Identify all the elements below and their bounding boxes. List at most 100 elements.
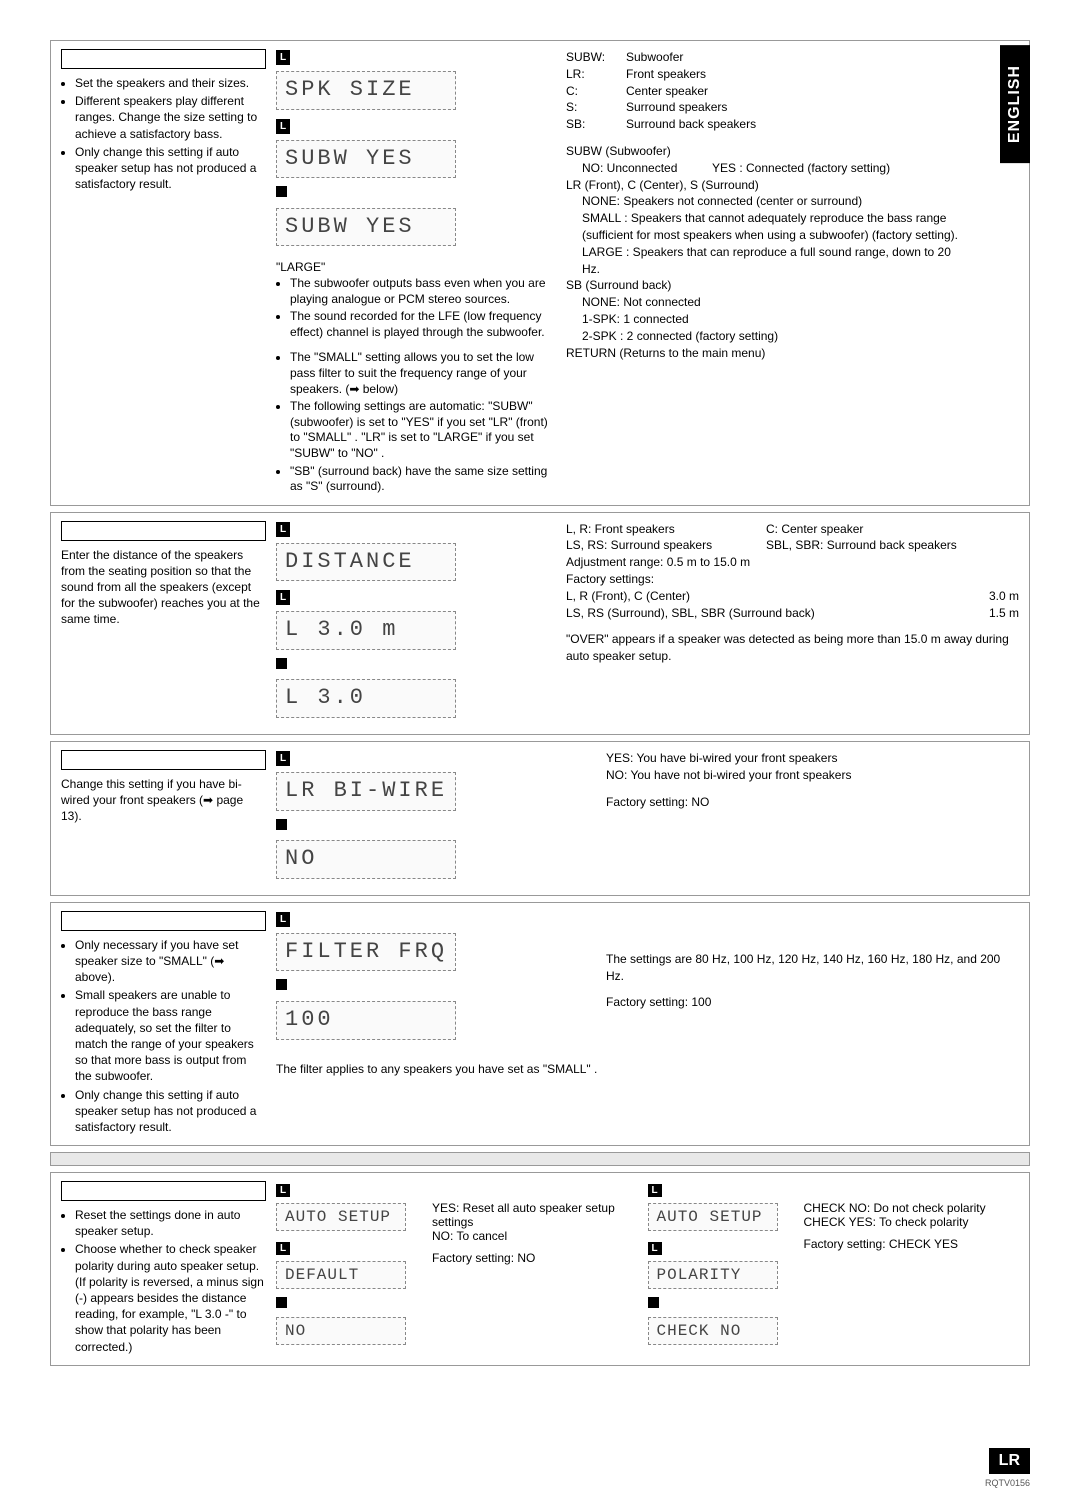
- black-square-marker: [276, 658, 287, 669]
- def-key: SUBW:: [566, 49, 626, 66]
- left-text: Enter the distance of the speakers from …: [61, 547, 266, 628]
- check-no-text: CHECK NO: Do not check polarity: [804, 1201, 1010, 1215]
- factory-setting: Factory setting: CHECK YES: [804, 1237, 1010, 1251]
- no-text: NO: To cancel: [432, 1229, 638, 1243]
- section-speaker-size: Set the speakers and their sizes. Differ…: [50, 40, 1030, 506]
- lrc-none: NONE: Speakers not connected (center or …: [566, 193, 969, 210]
- def-key: S:: [566, 99, 626, 116]
- l-marker: L: [648, 1242, 662, 1255]
- lcd-display: DISTANCE: [276, 543, 456, 582]
- left-bullets: Only necessary if you have set speaker s…: [61, 937, 266, 1135]
- title-box: [61, 521, 266, 541]
- black-square-marker: [276, 819, 287, 830]
- sb-none: NONE: Not connected: [566, 294, 969, 311]
- bullet: Set the speakers and their sizes.: [75, 75, 266, 91]
- sb-head: SB (Surround back): [566, 277, 969, 294]
- large-heading: "LARGE": [276, 260, 556, 276]
- sb-1: 1-SPK: 1 connected: [566, 311, 969, 328]
- factory-setting: Factory setting: NO: [606, 794, 1019, 811]
- left-bullets: Set the speakers and their sizes. Differ…: [61, 75, 266, 192]
- fs-row-label: L, R (Front), C (Center): [566, 588, 959, 605]
- def-row: SUBW:Subwoofer: [566, 49, 969, 66]
- lcd-display: 100: [276, 1001, 456, 1040]
- subw-head: SUBW (Subwoofer): [566, 143, 969, 160]
- l-marker: L: [648, 1184, 662, 1197]
- def-key: C:: [566, 83, 626, 100]
- title-box: [61, 1181, 266, 1201]
- lcd-display: AUTO SETUP: [648, 1203, 778, 1231]
- black-square-marker: [648, 1297, 659, 1308]
- def-val: Surround speakers: [626, 99, 969, 116]
- language-tab: ENGLISH: [1000, 45, 1030, 163]
- bullet: Different speakers play different ranges…: [75, 93, 266, 142]
- fs-row-val: 3.0 m: [959, 588, 1019, 605]
- left-text: Change this setting if you have bi-wired…: [61, 776, 266, 825]
- yes-text: YES: You have bi-wired your front speake…: [606, 750, 1019, 767]
- lrc-head: LR (Front), C (Center), S (Surround): [566, 177, 969, 194]
- fs-row-label: LS, RS (Surround), SBL, SBR (Surround ba…: [566, 605, 959, 622]
- black-square-marker: [276, 1297, 287, 1308]
- l-marker: L: [276, 590, 290, 605]
- factory-setting: Factory setting: 100: [606, 994, 1019, 1011]
- def-val: Subwoofer: [626, 49, 969, 66]
- title-box: [61, 750, 266, 770]
- lcd-display: SUBW YES: [276, 140, 456, 179]
- bullet: Only change this setting if auto speaker…: [75, 144, 266, 193]
- lcd-display: POLARITY: [648, 1261, 778, 1289]
- bullet: Choose whether to check speaker polarity…: [75, 1241, 266, 1354]
- fs-row-val: 1.5 m: [959, 605, 1019, 622]
- left-bullets: Reset the settings done in auto speaker …: [61, 1207, 266, 1355]
- settings-text: The settings are 80 Hz, 100 Hz, 120 Hz, …: [606, 951, 1019, 985]
- bullet: Only change this setting if auto speaker…: [75, 1087, 266, 1136]
- black-square-marker: [276, 979, 287, 990]
- bullet: The "SMALL" setting allows you to set th…: [290, 350, 556, 397]
- def-row: SB:Surround back speakers: [566, 116, 969, 133]
- lcd-display: L 3.0: [276, 679, 456, 718]
- lcd-display: L 3.0 m: [276, 611, 456, 650]
- title-box: [61, 49, 266, 69]
- lcd-display: SPK SIZE: [276, 71, 456, 110]
- def-row: LR:Front speakers: [566, 66, 969, 83]
- def-key: LR:: [566, 66, 626, 83]
- factory-settings-head: Factory settings:: [566, 571, 1019, 588]
- page-number: LR: [989, 1448, 1030, 1474]
- lcd-display: FILTER FRQ: [276, 933, 456, 972]
- title-box: [61, 911, 266, 931]
- l-marker: L: [276, 119, 290, 134]
- l-marker: L: [276, 751, 290, 766]
- section-biwire: Change this setting if you have bi-wired…: [50, 741, 1030, 896]
- no-text: NO: You have not bi-wired your front spe…: [606, 767, 1019, 784]
- lcd-display: SUBW YES: [276, 208, 456, 247]
- subw-yes: YES : Connected (factory setting): [712, 160, 890, 177]
- adj-range: Adjustment range: 0.5 m to 15.0 m: [566, 554, 1019, 571]
- section-filter-freq: Only necessary if you have set speaker s…: [50, 902, 1030, 1146]
- def-val: Center speaker: [626, 83, 969, 100]
- l-marker: L: [276, 1184, 290, 1197]
- bullet: Only necessary if you have set speaker s…: [75, 937, 266, 986]
- bullet: Reset the settings done in auto speaker …: [75, 1207, 266, 1239]
- yes-text: YES: Reset all auto speaker setup settin…: [432, 1201, 638, 1229]
- black-square-marker: [276, 186, 287, 197]
- def-row: S:Surround speakers: [566, 99, 969, 116]
- lrc-small: SMALL : Speakers that cannot adequately …: [566, 210, 969, 244]
- factory-setting: Factory setting: NO: [432, 1251, 638, 1265]
- over-note: "OVER" appears if a speaker was detected…: [566, 631, 1019, 665]
- check-yes-text: CHECK YES: To check polarity: [804, 1215, 1010, 1229]
- def-val: Surround back speakers: [626, 116, 969, 133]
- lcd-display: AUTO SETUP: [276, 1203, 406, 1231]
- def-key: SB:: [566, 116, 626, 133]
- lcd-display: LR BI-WIRE: [276, 772, 456, 811]
- def-row: C:Center speaker: [566, 83, 969, 100]
- bullet: The subwoofer outputs bass even when you…: [290, 276, 556, 307]
- l-marker: L: [276, 50, 290, 65]
- return-line: RETURN (Returns to the main menu): [566, 345, 969, 362]
- lcd-display: NO: [276, 840, 456, 879]
- sbl-label: SBL, SBR: Surround back speakers: [766, 537, 957, 554]
- def-val: Front speakers: [626, 66, 969, 83]
- sb-2: 2-SPK : 2 connected (factory setting): [566, 328, 969, 345]
- section-auto-setup: Reset the settings done in auto speaker …: [50, 1172, 1030, 1366]
- bullet: Small speakers are unable to reproduce t…: [75, 987, 266, 1084]
- bullet: "SB" (surround back) have the same size …: [290, 464, 556, 495]
- subw-no: NO: Unconnected: [582, 160, 712, 177]
- lsrs-label: LS, RS: Surround speakers: [566, 537, 766, 554]
